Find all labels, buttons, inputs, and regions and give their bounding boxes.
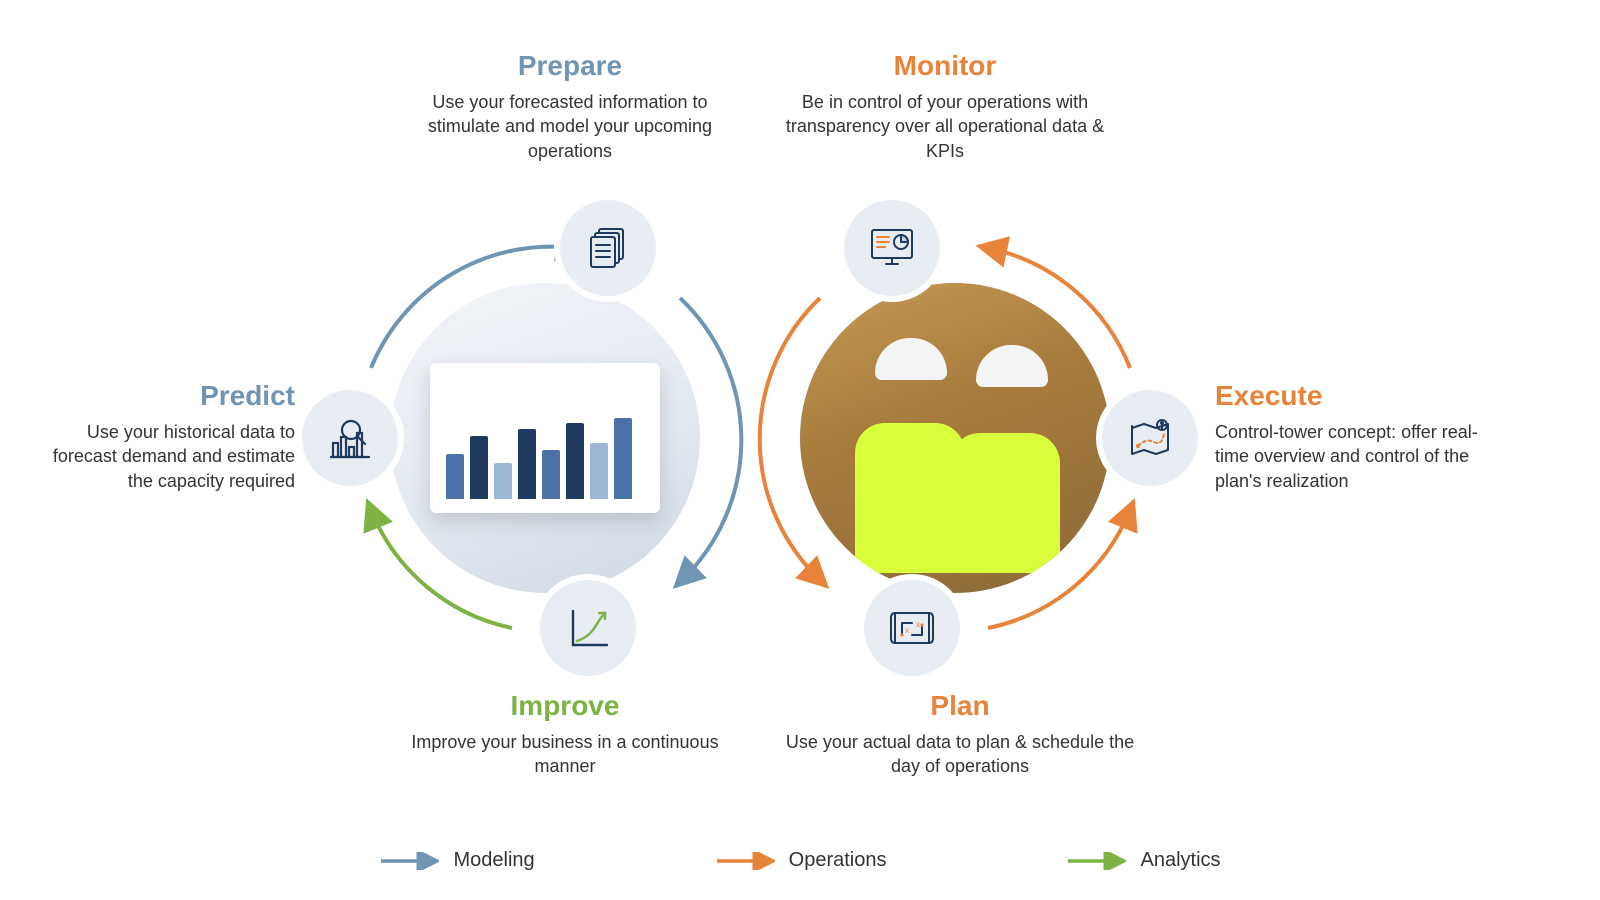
- execute-block: Execute Control-tower concept: offer rea…: [1215, 380, 1495, 493]
- monitor-block: Monitor Be in control of your operations…: [770, 50, 1120, 163]
- center-image-right: [800, 283, 1110, 593]
- improve-icon-badge: [540, 580, 636, 676]
- center-image-left: [390, 283, 700, 593]
- legend-label: Operations: [789, 849, 887, 872]
- legend-label: Analytics: [1140, 849, 1220, 872]
- legend-label: Modeling: [453, 849, 534, 872]
- plan-text: Use your actual data to plan & schedule …: [780, 730, 1140, 779]
- prepare-icon-badge: [560, 200, 656, 296]
- plan-block: Plan Use your actual data to plan & sche…: [780, 690, 1140, 779]
- plan-icon-badge: x x: [864, 580, 960, 676]
- execute-text: Control-tower concept: offer real-time o…: [1215, 420, 1495, 493]
- legend-analytics: Analytics: [1066, 849, 1220, 872]
- execute-title: Execute: [1215, 380, 1495, 412]
- prepare-title: Prepare: [395, 50, 745, 82]
- predict-block: Predict Use your historical data to fore…: [40, 380, 295, 493]
- plan-title: Plan: [780, 690, 1140, 722]
- execute-icon-badge: [1102, 390, 1198, 486]
- predict-text: Use your historical data to forecast dem…: [40, 420, 295, 493]
- blueprint-icon: x x: [885, 601, 939, 655]
- legend-arrow-icon: [1066, 852, 1126, 870]
- legend-operations: Operations: [715, 849, 887, 872]
- legend-arrow-icon: [715, 852, 775, 870]
- predict-icon-badge: [302, 390, 398, 486]
- mock-bar-chart: [446, 409, 644, 499]
- monitor-icon-badge: [844, 200, 940, 296]
- improve-block: Improve Improve your business in a conti…: [400, 690, 730, 779]
- map-route-icon: [1124, 412, 1176, 464]
- legend-modeling: Modeling: [379, 849, 534, 872]
- improve-text: Improve your business in a continuous ma…: [400, 730, 730, 779]
- svg-text:x: x: [916, 620, 920, 629]
- monitor-text: Be in control of your operations with tr…: [770, 90, 1120, 163]
- dashboard-icon: [866, 222, 918, 274]
- improve-title: Improve: [400, 690, 730, 722]
- documents-icon: [583, 223, 633, 273]
- prepare-text: Use your forecasted information to stimu…: [395, 90, 745, 163]
- prepare-block: Prepare Use your forecasted information …: [395, 50, 745, 163]
- legend: Modeling Operations Analytics: [0, 849, 1600, 872]
- growth-icon: [563, 603, 613, 653]
- infographic-stage: x x Predict Use your historical data to …: [0, 0, 1600, 900]
- monitor-title: Monitor: [770, 50, 1120, 82]
- bar-search-icon: [325, 413, 375, 463]
- legend-arrow-icon: [379, 852, 439, 870]
- svg-text:x: x: [905, 626, 909, 635]
- predict-title: Predict: [40, 380, 295, 412]
